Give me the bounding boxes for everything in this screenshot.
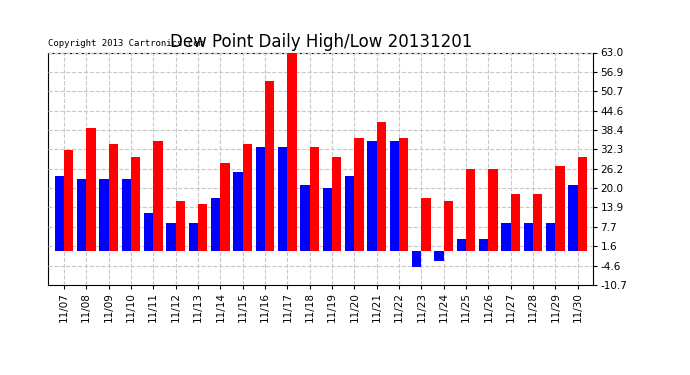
Bar [278, 147, 287, 251]
Bar [479, 238, 489, 251]
Bar [310, 147, 319, 251]
Bar [578, 157, 587, 251]
Bar [86, 128, 96, 251]
Bar [144, 213, 153, 251]
Bar [198, 204, 208, 251]
Bar [489, 169, 497, 251]
Bar [64, 150, 73, 251]
Bar [502, 223, 511, 251]
Bar [367, 141, 377, 251]
Bar [524, 223, 533, 251]
Bar [55, 176, 64, 251]
Bar [220, 163, 230, 251]
Title: Dew Point Daily High/Low 20131201: Dew Point Daily High/Low 20131201 [170, 33, 472, 51]
Bar [533, 195, 542, 251]
Bar [211, 198, 220, 251]
Bar [390, 141, 399, 251]
Bar [233, 172, 243, 251]
Bar [377, 122, 386, 251]
Bar [77, 178, 86, 251]
Text: Copyright 2013 Cartronics.com: Copyright 2013 Cartronics.com [48, 39, 204, 48]
Bar [345, 176, 355, 251]
Bar [99, 178, 108, 251]
Bar [131, 157, 140, 251]
Bar [265, 81, 275, 251]
Bar [412, 251, 422, 267]
Bar [444, 201, 453, 251]
Bar [108, 144, 118, 251]
Bar [166, 223, 176, 251]
Bar [399, 138, 408, 251]
Bar [555, 166, 565, 251]
Bar [300, 185, 310, 251]
Bar [434, 251, 444, 261]
Bar [176, 201, 185, 251]
Bar [511, 195, 520, 251]
Bar [243, 144, 252, 251]
Bar [287, 53, 297, 251]
Bar [121, 178, 131, 251]
Bar [457, 238, 466, 251]
Bar [422, 198, 431, 251]
Bar [332, 157, 342, 251]
Bar [355, 138, 364, 251]
Bar [323, 188, 332, 251]
Bar [546, 223, 555, 251]
Bar [188, 223, 198, 251]
Bar [153, 141, 163, 251]
Bar [569, 185, 578, 251]
Bar [255, 147, 265, 251]
Bar [466, 169, 475, 251]
